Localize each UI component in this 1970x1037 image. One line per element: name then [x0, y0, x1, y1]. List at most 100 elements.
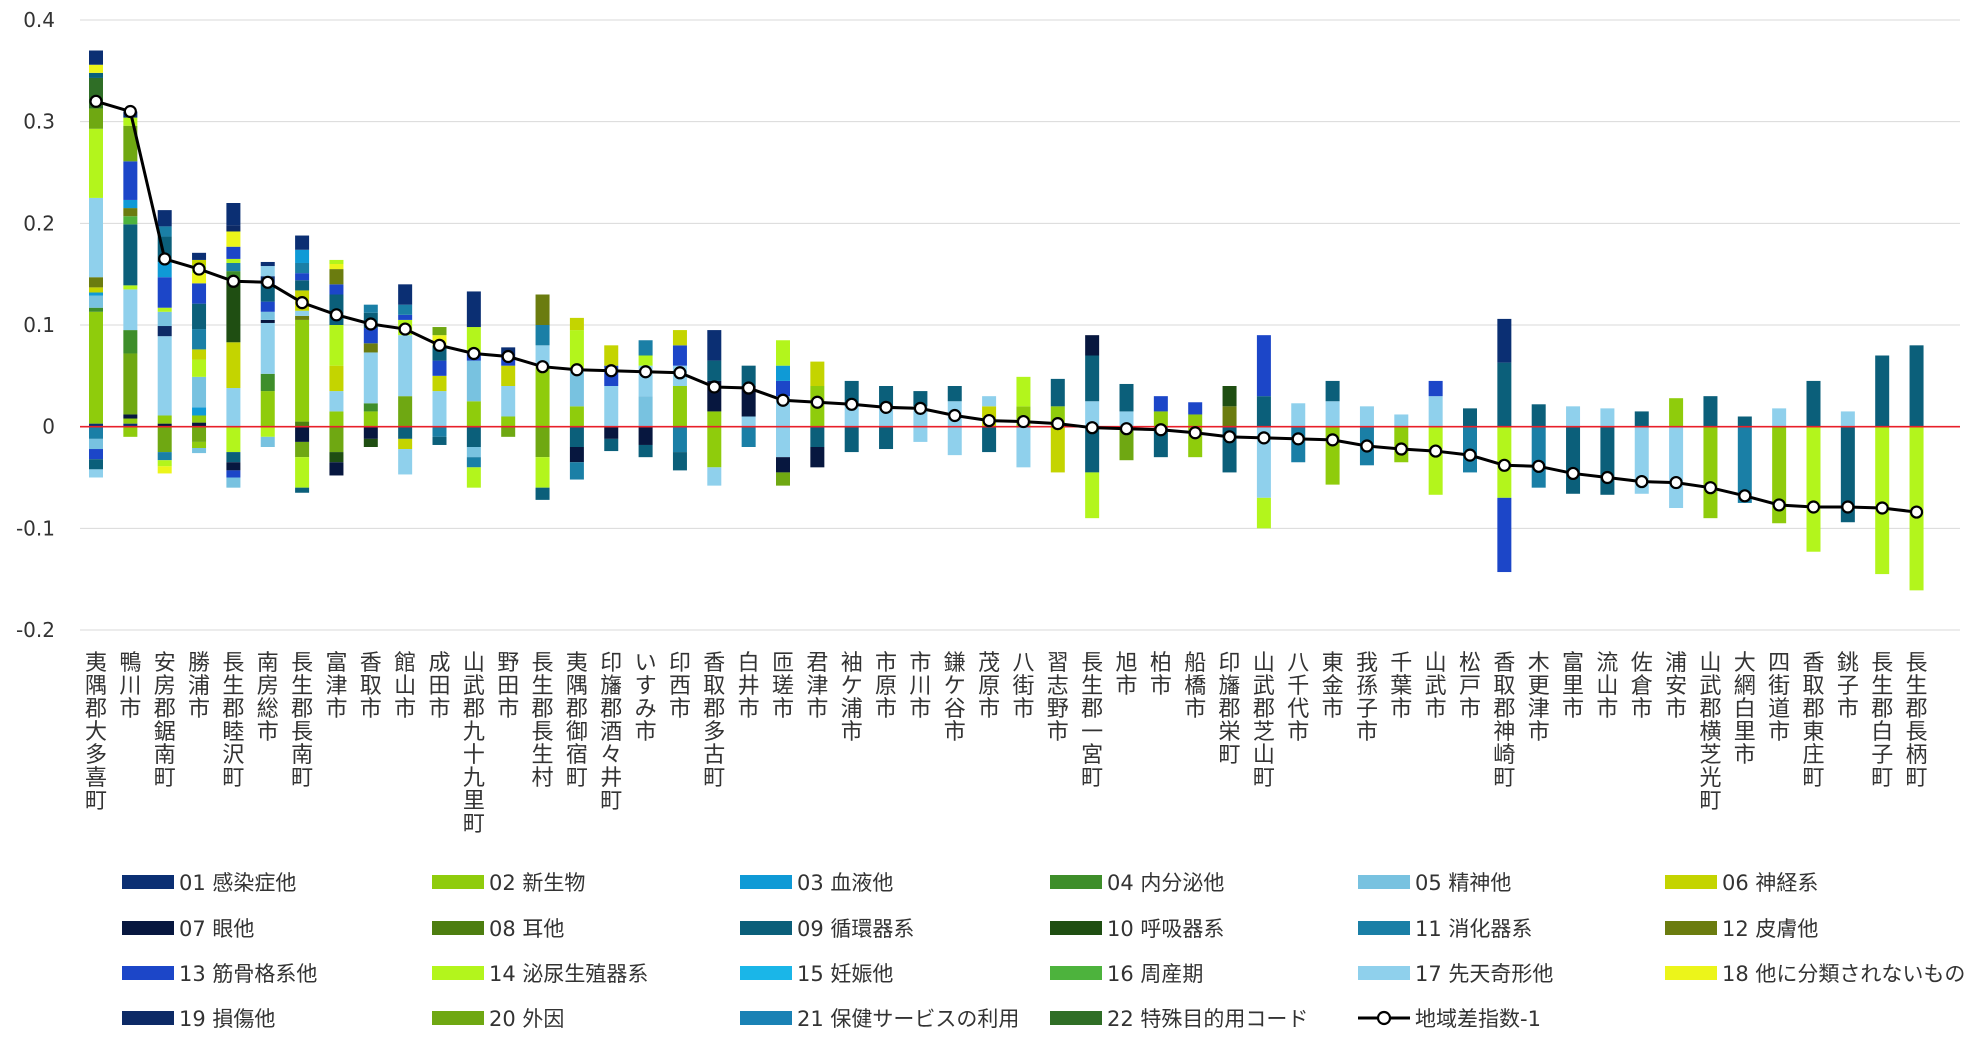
bar-segment — [226, 246, 241, 259]
legend-swatch — [432, 1011, 484, 1025]
bar-segment — [226, 262, 241, 272]
bar-segment — [260, 436, 275, 447]
bar-segment — [672, 345, 687, 366]
legend-swatch — [122, 875, 174, 889]
index-line-point — [1806, 500, 1821, 514]
legend: 01 感染症他 02 新生物 03 血液他 04 内分泌他 05 精神他 06 神経系 07… — [122, 871, 1965, 1031]
index-line-point — [1738, 489, 1752, 503]
index-line-point — [364, 317, 378, 331]
bar-segment — [89, 459, 103, 470]
legend-label: 10 呼吸器系 — [1107, 917, 1224, 941]
bar-segment — [707, 411, 722, 427]
bar-segment — [432, 436, 447, 445]
y-axis-ticks: 0.4 0.3 0.2 0.1 0 -0.1 -0.2 — [16, 8, 55, 642]
bar-segment — [1085, 472, 1100, 519]
x-tick-label: 館山市 — [394, 651, 416, 722]
bar-segment — [260, 373, 275, 392]
bar-segment — [1153, 396, 1168, 412]
index-line-point — [1051, 417, 1065, 431]
bar-segment — [226, 388, 241, 427]
index-line-point — [226, 274, 240, 288]
legend-label: 21 保健サービスの利用 — [797, 1007, 1019, 1031]
bar-segment — [89, 292, 103, 296]
bar-segment — [157, 423, 172, 427]
bar-segment — [672, 452, 687, 471]
bar-segment — [226, 231, 241, 247]
index-line-point — [1291, 432, 1305, 446]
x-tick-label: 佐倉市 — [1631, 651, 1653, 722]
x-tick-label: 市原市 — [875, 651, 897, 722]
index-line-point — [776, 393, 790, 407]
index-line-point — [1222, 430, 1237, 444]
bar-segment — [192, 376, 207, 408]
bar-segment — [535, 487, 550, 500]
bar-segment — [157, 426, 172, 453]
bar-segment — [89, 449, 103, 460]
y-tick-label: 0 — [42, 415, 55, 439]
bar-segment — [638, 396, 653, 427]
bar-segment — [810, 447, 825, 468]
bar-segment — [226, 258, 241, 263]
bar-segment — [1428, 380, 1443, 397]
legend-swatch — [1665, 966, 1717, 980]
x-tick-label: 成田市 — [428, 651, 450, 722]
bar-segment — [157, 307, 172, 312]
bar-segment — [192, 422, 207, 427]
x-tick-label: 山武郡芝山町 — [1253, 651, 1275, 791]
bar-segment — [535, 365, 550, 427]
bar-segment — [569, 447, 584, 463]
bar-segment — [295, 487, 310, 493]
bar-segment — [329, 365, 344, 392]
bar-segment — [1050, 378, 1065, 407]
x-tick-label: 印西市 — [669, 651, 691, 722]
bar-segment — [604, 438, 619, 452]
index-line-point — [123, 104, 137, 119]
x-tick-label: 長生郡睦沢町 — [222, 651, 244, 791]
bar-segment — [157, 226, 172, 237]
index-line-point — [432, 338, 447, 352]
bar-segment — [1806, 426, 1821, 552]
bar-segment — [1291, 403, 1306, 427]
bar-segment — [89, 72, 103, 78]
bar-segment — [398, 396, 413, 427]
bar-segment — [295, 249, 310, 263]
bar-segment — [89, 426, 103, 439]
bar-segment — [535, 294, 550, 325]
index-line-point — [1463, 448, 1477, 462]
x-tick-label: 印旛郡酒々井町 — [600, 651, 622, 814]
bar-segment — [260, 261, 275, 267]
bar-segment — [535, 426, 550, 458]
bar-segment — [260, 301, 275, 312]
bar-segment — [638, 426, 653, 445]
bar-segment — [123, 426, 138, 437]
bar-segment — [466, 401, 481, 427]
x-tick-label: 千葉市 — [1390, 651, 1412, 722]
bar-segment — [329, 284, 344, 295]
bar-segment — [1531, 426, 1546, 488]
bar-segment — [226, 225, 241, 232]
x-tick-label: 柏市 — [1150, 651, 1172, 699]
index-line-point — [261, 275, 275, 289]
bar-segment — [89, 50, 103, 65]
x-tick-label: 香取市 — [360, 651, 382, 722]
bar-segment — [329, 325, 344, 366]
x-tick-label: 山武市 — [1425, 651, 1447, 722]
bar-segment — [157, 210, 172, 227]
bar-segment — [123, 418, 138, 424]
bar-segment — [1188, 414, 1203, 427]
bar-segment — [295, 280, 310, 291]
index-line-point — [1909, 505, 1924, 519]
index-line-point — [1154, 423, 1168, 437]
x-tick-label: 山武郡横芝光町 — [1699, 651, 1721, 814]
index-line-point — [1497, 458, 1511, 472]
bar-segment — [295, 421, 310, 427]
bar-segment — [672, 426, 687, 453]
bar-segment — [1634, 411, 1649, 427]
legend-swatch — [1050, 875, 1102, 889]
bar-segment — [1085, 335, 1100, 356]
bar-segment — [1016, 426, 1031, 468]
legend-swatch — [122, 966, 174, 980]
bar-segment — [982, 426, 997, 453]
bar-segment — [329, 391, 344, 412]
